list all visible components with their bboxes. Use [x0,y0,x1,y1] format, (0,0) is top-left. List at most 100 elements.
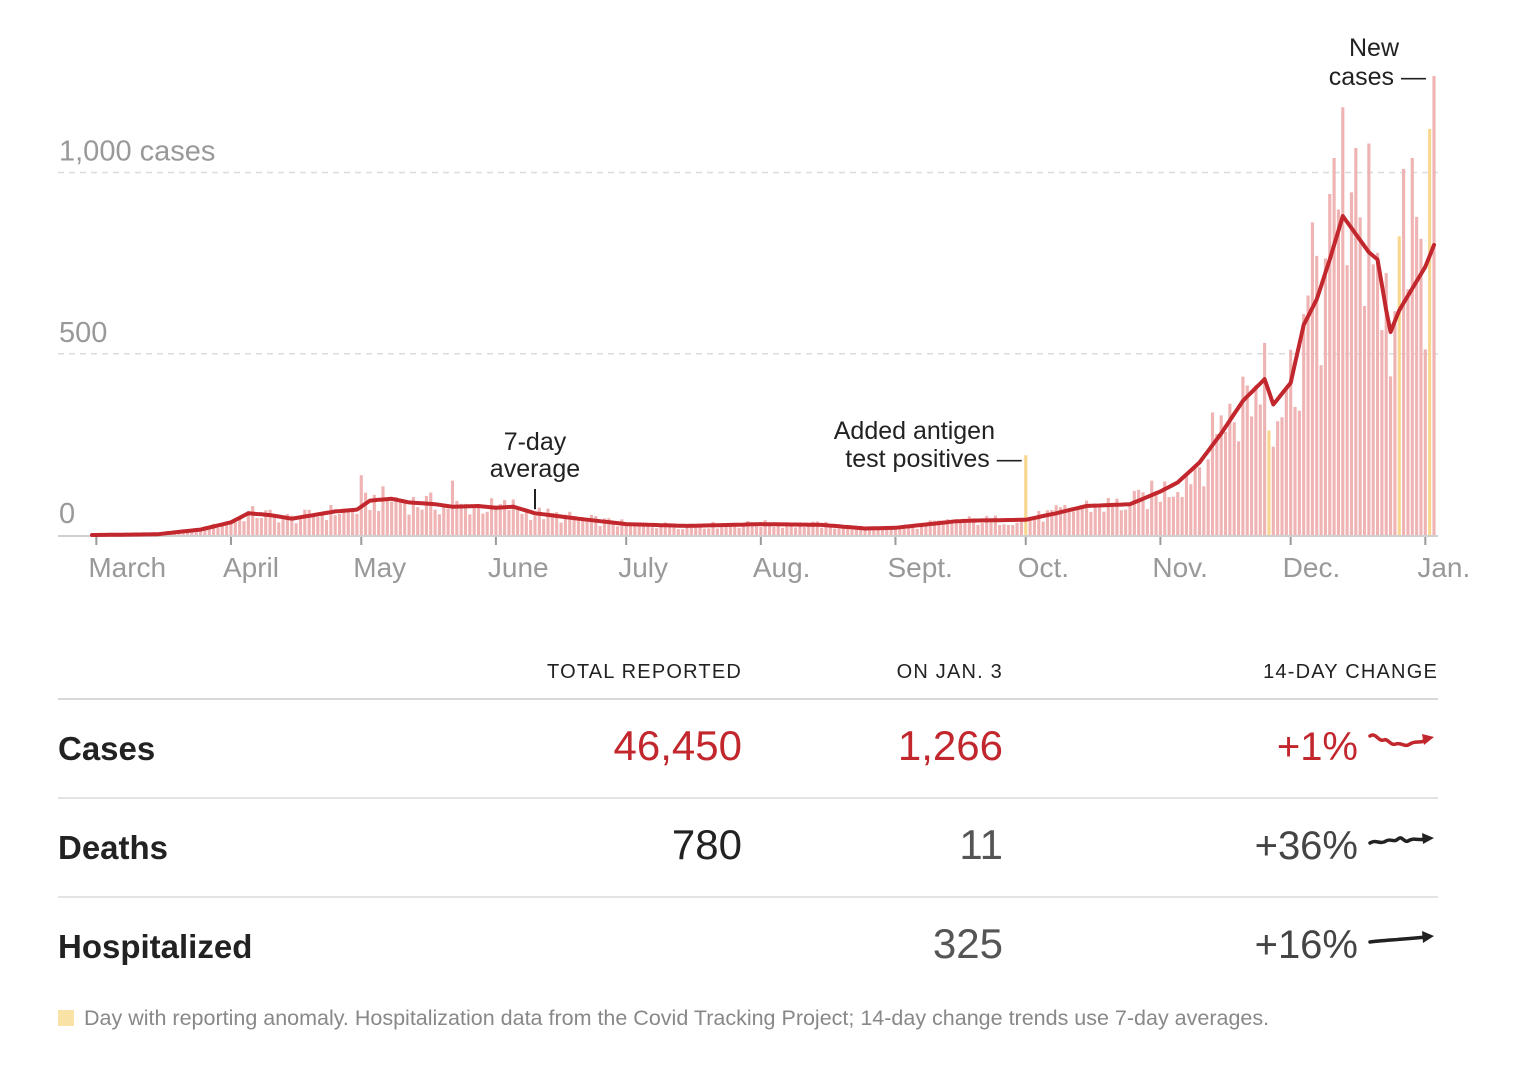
daily-bar [1154,491,1158,535]
daily-bar [1423,349,1427,535]
daily-bar [1184,473,1189,535]
daily-bar [494,505,498,535]
daily-bar [911,524,915,535]
x-tick-label: March [88,552,166,583]
daily-bar [1102,511,1106,535]
daily-bar [1071,511,1076,535]
daily-bar [820,527,824,535]
daily-bar [368,509,372,535]
stats-table: TOTAL REPORTED ON JAN. 3 14-DAY CHANGE C… [58,652,1438,995]
daily-bar [463,503,468,535]
daily-bar [989,518,993,535]
daily-bar [485,511,489,535]
daily-bar [1375,252,1380,535]
daily-bar [1241,376,1245,535]
x-tick-label: July [618,552,668,583]
daily-bar [972,518,976,535]
daily-bar [950,520,954,535]
daily-bar [498,504,502,535]
daily-bar [1254,385,1258,535]
daily-bar [212,523,216,535]
daily-bar [416,507,420,535]
daily-bar [589,514,594,535]
daily-bar [750,524,754,535]
daily-bar [1163,481,1167,535]
daily-bar [728,524,732,535]
row-label-cases: Cases [58,730,156,767]
daily-bar [876,529,880,535]
daily-bar [694,526,698,535]
daily-bar [1263,342,1267,535]
daily-bar [403,502,407,535]
daily-bar [954,522,958,535]
daily-bar [602,518,607,535]
daily-bar [1236,441,1241,535]
daily-bar [407,514,411,535]
daily-bar [1402,168,1406,535]
daily-bar [1197,467,1202,535]
daily-bar [854,525,858,535]
daily-bar [429,492,433,535]
daily-bar [737,527,741,535]
daily-bar [1058,507,1063,535]
footnote-text: Day with reporting anomaly. Hospitalizat… [84,1006,1270,1030]
daily-bar [937,520,941,535]
daily-bar [1284,390,1288,535]
daily-bar [1028,519,1032,535]
daily-bar [559,522,563,535]
daily-bar [1319,365,1323,535]
daily-bar [615,526,620,535]
hospitalized-trend-icon [1368,931,1434,944]
daily-bar [1202,486,1206,535]
daily-bar [1041,521,1045,535]
table-row-hospitalized: Hospitalized 325 +16% [58,898,1438,995]
daily-bar [1210,412,1215,535]
daily-bar [1336,209,1341,536]
daily-bar [776,524,780,535]
daily-bar [255,517,259,535]
daily-bar [807,524,811,535]
daily-bar [190,530,194,535]
daily-bar [1267,430,1271,535]
annotation-new-cases: cases — [1329,63,1426,91]
daily-bar [472,507,476,535]
daily-bar [390,501,394,535]
daily-bar [1310,222,1314,536]
daily-bar [476,504,481,535]
cases-on-day: 1,266 [897,722,1003,769]
daily-bar [433,509,437,535]
daily-bar [303,509,307,535]
daily-bar [1098,507,1102,535]
daily-bar [1258,404,1262,535]
daily-bar [1119,510,1123,535]
daily-bar [520,513,524,535]
daily-bar [702,528,706,535]
x-tick-label: Dec. [1283,552,1341,583]
daily-bar [555,512,559,535]
daily-bar [1050,509,1054,535]
annotation-antigen: test positives — [845,445,1021,473]
daily-bar [1397,236,1401,535]
daily-bar [281,517,285,535]
daily-bar [785,524,789,535]
daily-bar [759,526,763,535]
daily-bar [316,516,320,535]
daily-bar [715,528,719,535]
daily-bar [1089,511,1093,535]
daily-bar [251,506,255,535]
daily-bar [1002,524,1006,535]
daily-bar [1271,446,1275,535]
daily-bar [1393,311,1397,535]
daily-bar [976,524,980,535]
daily-bar [1293,406,1297,535]
daily-bar [259,518,263,535]
daily-bar [998,524,1002,535]
daily-bar [828,523,832,535]
daily-bar [394,497,398,535]
daily-bar [676,529,680,535]
daily-bar [1223,431,1228,535]
daily-bar [1345,265,1349,535]
daily-bar [1302,314,1306,535]
daily-bar [880,529,884,535]
daily-bar [959,519,963,535]
